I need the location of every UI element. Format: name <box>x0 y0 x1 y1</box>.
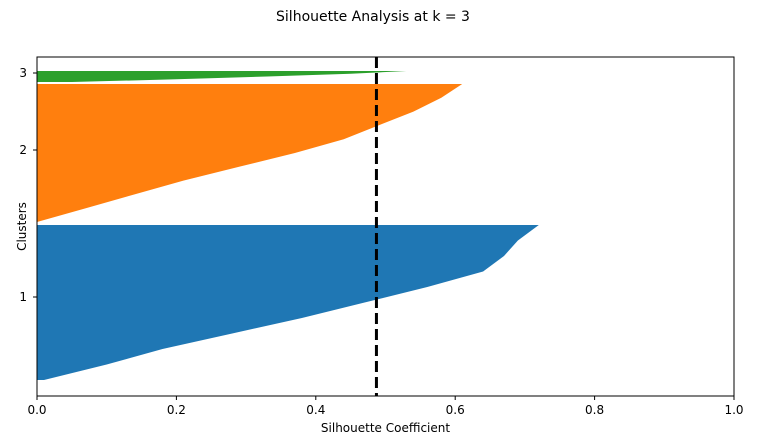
y-tick-label-3: 3 <box>19 66 27 80</box>
x-tick-label-1.0: 1.0 <box>724 403 743 417</box>
x-tick-label-0.2: 0.2 <box>167 403 186 417</box>
x-axis-ticks: 0.0 0.2 0.4 0.6 0.8 1.0 <box>27 396 744 417</box>
x-tick-label-0.8: 0.8 <box>585 403 604 417</box>
plot-frame <box>36 56 735 397</box>
y-axis-label: Clusters <box>15 202 29 251</box>
x-tick-label-0.6: 0.6 <box>446 403 465 417</box>
cluster-2-silhouette <box>37 84 463 222</box>
cluster-silhouettes <box>37 71 539 380</box>
y-axis-ticks: 1 2 3 <box>19 66 37 304</box>
x-tick-label-0.4: 0.4 <box>306 403 325 417</box>
cluster-1-silhouette <box>37 225 539 380</box>
y-tick-label-2: 2 <box>19 143 27 157</box>
x-axis-label: Silhouette Coefficient <box>321 421 450 435</box>
y-tick-label-1: 1 <box>19 290 27 304</box>
chart-title: Silhouette Analysis at k = 3 <box>276 9 470 25</box>
cluster-3-silhouette <box>37 71 407 82</box>
x-tick-label-0.0: 0.0 <box>27 403 46 417</box>
